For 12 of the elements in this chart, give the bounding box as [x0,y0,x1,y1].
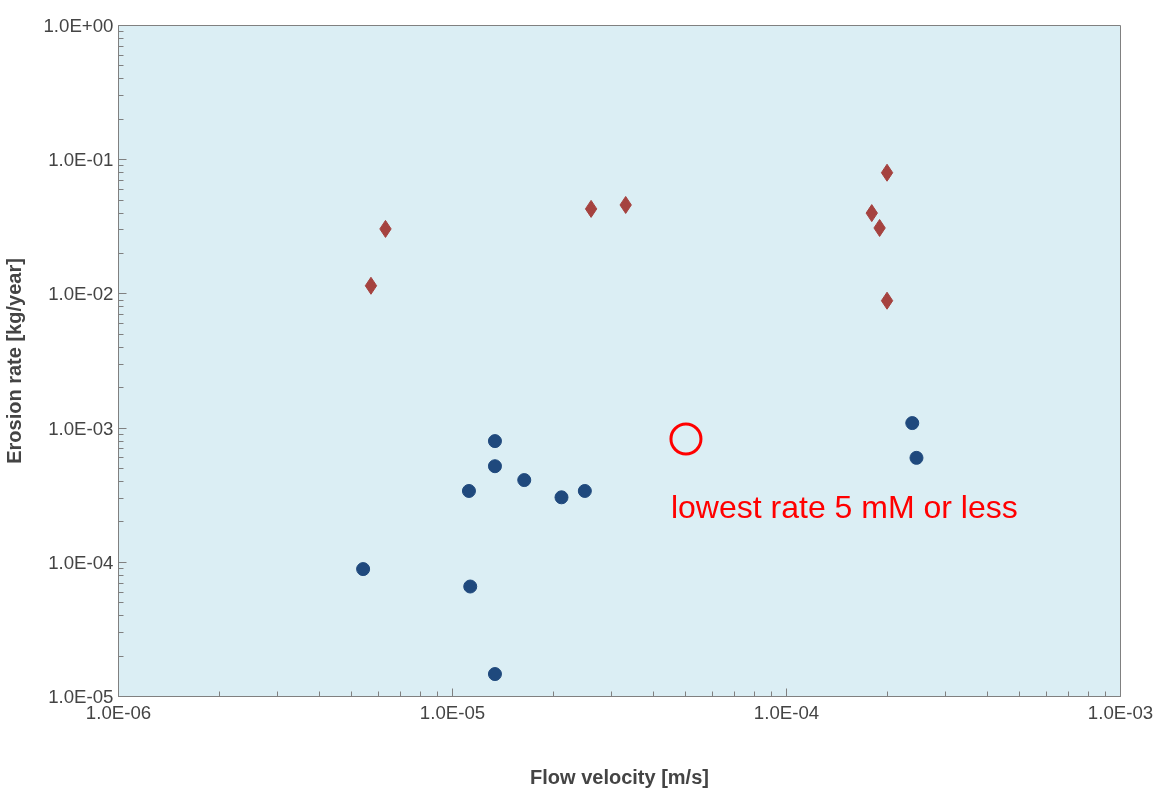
x-axis-title: Flow velocity [m/s] [530,765,709,788]
x-tick-label: 1.0E-05 [419,701,486,723]
y-tick-label: 1.0E-05 [48,686,114,707]
y-axis-title: Erosion rate [kg/year] [3,258,26,464]
annotation: lowest rate 5 mM or less [670,488,1018,525]
y-tick-label: 1.0E-03 [48,417,114,439]
x-tick-label: 1.0E-03 [1087,701,1154,723]
y-tick-label: 1.0E-04 [48,551,114,573]
x-tick-label: 1.0E-04 [753,701,820,723]
y-tick-label: 1.0E-02 [48,283,114,305]
y-tick-label: 1.0E-01 [48,149,114,171]
y-tick-label: 1.0E+00 [43,15,114,36]
